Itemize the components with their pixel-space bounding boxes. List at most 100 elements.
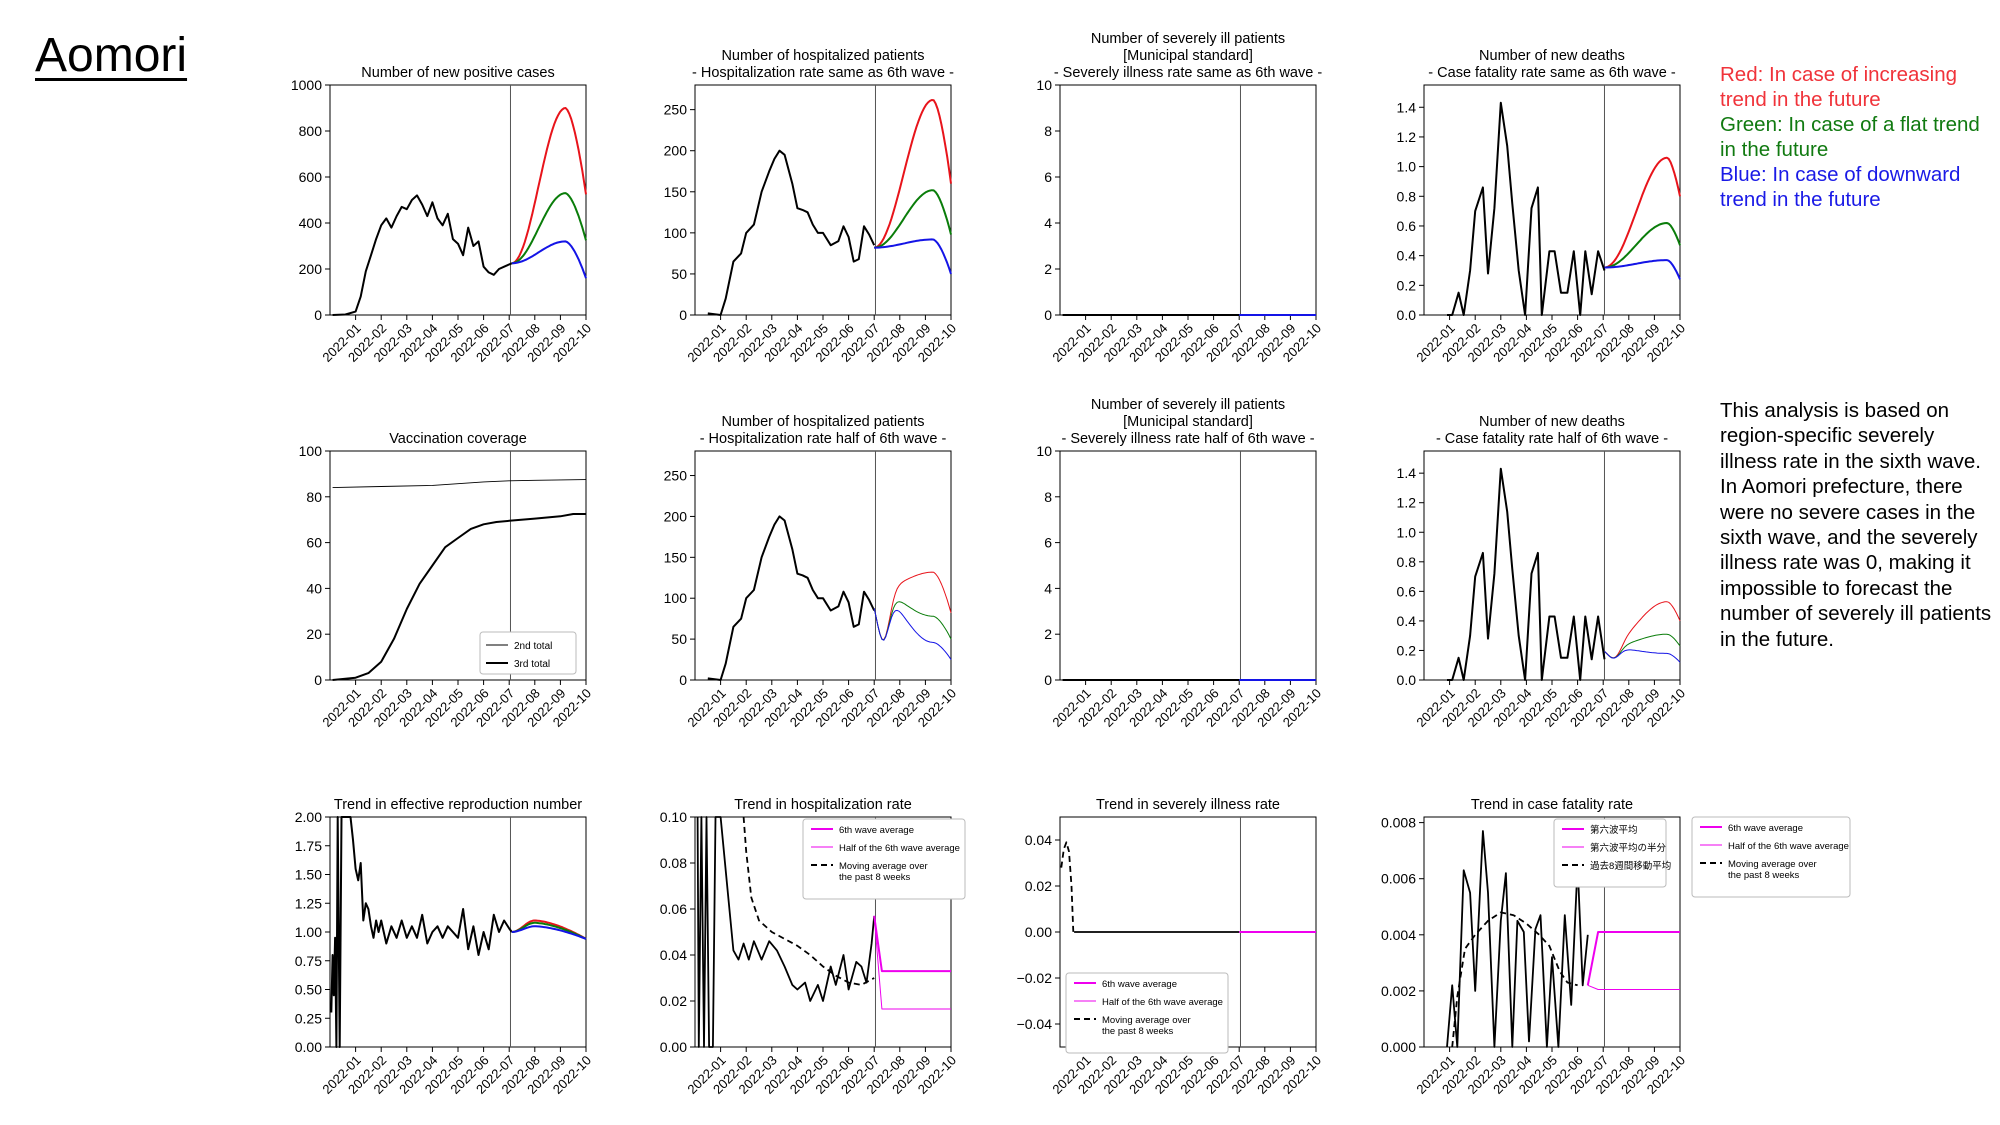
- y-tick-label: 150: [664, 549, 688, 565]
- y-tick-label: 0.8: [1397, 554, 1417, 570]
- series-forecast-downward: [511, 240, 587, 279]
- series-forecast-increasing: [1604, 601, 1681, 659]
- plot-frame: [694, 84, 952, 316]
- series-history: [707, 515, 876, 681]
- series-forecast-downward: [874, 238, 952, 275]
- y-tick-label: 10: [1036, 443, 1052, 459]
- chart-title: - Case fatality rate half of 6th wave -: [1436, 431, 1668, 447]
- legend-label: Moving average over: [1728, 859, 1817, 870]
- y-tick-label: 50: [671, 266, 687, 282]
- chart-title: Number of new deaths: [1479, 414, 1625, 430]
- y-tick-label: 600: [299, 169, 323, 185]
- chart-panel-deaths-same: 0.00.20.40.60.81.01.21.42022-012022-0220…: [1397, 48, 1689, 365]
- y-tick-label: 60: [306, 535, 322, 551]
- y-tick-label: 50: [671, 631, 687, 647]
- chart-title: Number of new positive cases: [361, 65, 554, 81]
- y-tick-label: 1000: [291, 77, 322, 93]
- legend-label: the past 8 weeks: [839, 872, 911, 883]
- region-title: Aomori: [35, 29, 188, 82]
- y-tick-label: 2: [1044, 626, 1052, 642]
- plot-frame: [329, 84, 587, 316]
- y-tick-label: 0.6: [1397, 218, 1417, 234]
- series-history: [1446, 830, 1589, 1048]
- chart-panel-hospitalized-same: 0501001502002502022-012022-022022-032022…: [664, 48, 959, 365]
- y-tick-label: 100: [664, 225, 688, 241]
- chart-title: [Municipal standard]: [1123, 48, 1253, 64]
- color-legend-note: Red: In case of increasing trend in the …: [1720, 62, 1990, 212]
- y-tick-label: 8: [1044, 123, 1052, 139]
- legend-label: 6th wave average: [1102, 979, 1177, 990]
- y-tick-label: 0.0: [1397, 672, 1417, 688]
- y-tick-label: 0.02: [1025, 878, 1052, 894]
- y-tick-label: 250: [664, 468, 688, 484]
- plot-frame: [1059, 450, 1317, 681]
- chart-title: - Hospitalization rate same as 6th wave …: [692, 65, 954, 81]
- legend-label: 6th wave average: [839, 825, 914, 836]
- chart-title: [Municipal standard]: [1123, 414, 1253, 430]
- y-tick-label: 2.00: [295, 809, 322, 825]
- y-tick-label: 0.006: [1381, 871, 1416, 887]
- series-forecast-increasing: [511, 107, 587, 265]
- legend-label: 2nd total: [514, 641, 552, 652]
- series-half-6th-wave: [1587, 984, 1680, 990]
- y-tick-label: 80: [306, 489, 322, 505]
- series-forecast-flat: [1604, 633, 1681, 659]
- series-forecast-increasing: [874, 99, 952, 249]
- chart-panel-severe-half: 02468102022-012022-022022-032022-042022-…: [1036, 397, 1324, 730]
- series-forecast-flat: [874, 189, 952, 249]
- legend-note-blue: Blue: In case of downward trend in the f…: [1720, 163, 1961, 211]
- series-history: [1447, 467, 1606, 681]
- analysis-note: This analysis is based on region-specifi…: [1720, 399, 1992, 651]
- y-tick-label: 400: [299, 215, 323, 231]
- y-tick-label: 800: [299, 123, 323, 139]
- y-tick-label: 0.00: [660, 1039, 687, 1055]
- y-tick-label: 1.2: [1397, 495, 1417, 511]
- y-tick-label: 0.2: [1397, 277, 1417, 293]
- series-forecast-downward: [511, 925, 587, 940]
- chart-title: - Severely illness rate same as 6th wave…: [1054, 65, 1323, 81]
- legend-label: Moving average over: [1102, 1015, 1191, 1026]
- y-tick-label: 1.0: [1397, 159, 1417, 175]
- y-tick-label: 0.08: [660, 855, 687, 871]
- y-tick-label: 0: [679, 307, 687, 323]
- chart-title: Vaccination coverage: [389, 431, 527, 447]
- y-tick-label: 0.6: [1397, 583, 1417, 599]
- series-6th-wave-average: [1586, 931, 1680, 986]
- y-tick-label: −0.02: [1017, 970, 1053, 986]
- y-tick-label: 1.4: [1397, 465, 1417, 481]
- plot-frame: [1059, 84, 1317, 316]
- series-history: [696, 816, 876, 1048]
- y-tick-label: 0.4: [1397, 613, 1417, 629]
- y-tick-label: 0.10: [660, 809, 687, 825]
- y-tick-label: 0.008: [1381, 815, 1416, 831]
- y-tick-label: 1.0: [1397, 524, 1417, 540]
- chart-title: Trend in effective reproduction number: [334, 797, 582, 813]
- plot-frame: [329, 816, 587, 1048]
- y-tick-label: −0.04: [1017, 1016, 1053, 1032]
- chart-panel-hospitalization-rate: 0.000.020.040.060.080.102022-012022-0220…: [660, 797, 966, 1097]
- chart-panel-reproduction: 0.000.250.500.751.001.251.501.752.002022…: [295, 797, 594, 1097]
- legend-box: [1065, 972, 1229, 1054]
- y-tick-label: 0.00: [1025, 924, 1052, 940]
- chart-title: Number of severely ill patients: [1091, 31, 1285, 47]
- y-tick-label: 0: [1044, 307, 1052, 323]
- legend-label: 過去8週間移動平均: [1590, 860, 1671, 872]
- series-history: [332, 194, 513, 316]
- y-tick-label: 0.04: [660, 947, 687, 963]
- legend-label: 6th wave average: [1728, 823, 1803, 834]
- y-tick-label: 0.000: [1381, 1039, 1416, 1055]
- y-tick-label: 1.75: [295, 838, 322, 854]
- y-tick-label: 8: [1044, 489, 1052, 505]
- series-forecast-increasing: [873, 571, 952, 641]
- series-2nd-total: [332, 479, 587, 489]
- legend-note-green: Green: In case of a flat trend in the fu…: [1720, 113, 1980, 161]
- y-tick-label: 2: [1044, 261, 1052, 277]
- y-tick-label: 200: [664, 143, 688, 159]
- chart-title: Trend in case fatality rate: [1471, 797, 1633, 813]
- chart-panel-deaths-half: 0.00.20.40.60.81.01.21.42022-012022-0220…: [1397, 414, 1689, 730]
- plot-frame: [694, 450, 952, 681]
- y-tick-label: 0: [314, 672, 322, 688]
- y-tick-label: 1.2: [1397, 129, 1417, 145]
- y-tick-label: 0.06: [660, 901, 687, 917]
